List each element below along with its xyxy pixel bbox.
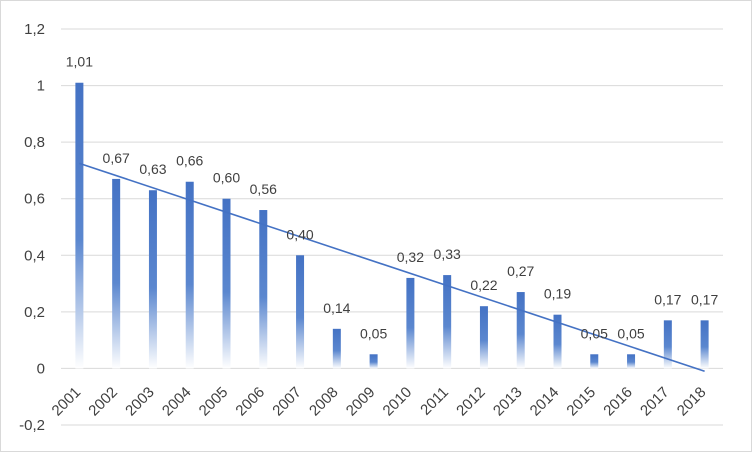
data-label: 0,17 [654, 291, 681, 307]
x-tick-label: 2003 [122, 384, 158, 420]
bar [406, 277, 415, 369]
bar [112, 178, 121, 369]
data-label: 1,01 [66, 54, 93, 70]
y-tick-label: -0,2 [19, 417, 45, 434]
data-label: 0,19 [544, 286, 571, 302]
x-tick-label: 2016 [600, 384, 636, 420]
bar [479, 306, 488, 369]
trendline [79, 162, 705, 373]
bar [332, 328, 341, 369]
bar [259, 210, 268, 369]
bar [443, 275, 452, 369]
data-label: 0,40 [286, 226, 313, 242]
data-label: 0,05 [617, 325, 644, 341]
x-tick-label: 2005 [196, 384, 232, 420]
trendline-group [79, 162, 705, 373]
x-tick-label: 2007 [269, 384, 305, 420]
x-tick-label: 2012 [453, 384, 489, 420]
y-tick-label: 0,6 [24, 191, 45, 208]
bar [516, 292, 525, 369]
bar [296, 255, 305, 369]
x-tick-label: 2018 [674, 384, 710, 420]
data-label: 0,33 [434, 246, 461, 262]
x-tick-label: 2009 [343, 384, 379, 420]
bar [75, 82, 84, 369]
bars [75, 82, 709, 369]
x-tick-label: 2013 [490, 384, 526, 420]
y-tick-label: 1,2 [24, 21, 45, 38]
x-tick-label: 2001 [49, 384, 85, 420]
data-label: 0,27 [507, 263, 534, 279]
data-label: 0,05 [360, 325, 387, 341]
bar [700, 320, 709, 369]
data-label: 0,60 [213, 170, 240, 186]
y-axis: -0,2 0 0,2 0,4 0,6 0,8 1 1,2 [19, 21, 45, 434]
bar [222, 198, 231, 369]
data-label: 0,14 [323, 300, 350, 316]
x-axis: 2001 2002 2003 2004 2005 2006 2007 2008 2009 2010… [49, 384, 710, 420]
data-label: 0,05 [581, 325, 608, 341]
data-label: 0,67 [103, 150, 130, 166]
data-label: 0,66 [176, 153, 203, 169]
gridlines [61, 28, 723, 426]
bar [627, 354, 636, 369]
bar [553, 314, 562, 369]
y-tick-label: 0,4 [24, 247, 45, 264]
x-tick-label: 2008 [306, 384, 342, 420]
y-tick-label: 1 [37, 78, 45, 95]
y-tick-label: 0 [37, 360, 45, 377]
bar [148, 190, 157, 369]
bar [185, 181, 194, 369]
x-tick-label: 2002 [85, 384, 121, 420]
y-tick-label: 0,2 [24, 304, 45, 321]
bar [663, 320, 672, 369]
data-label: 0,17 [691, 291, 718, 307]
x-tick-label: 2004 [159, 384, 195, 420]
x-tick-label: 2010 [380, 384, 416, 420]
x-tick-label: 2015 [563, 384, 599, 420]
y-tick-label: 0,8 [24, 134, 45, 151]
data-label: 0,56 [250, 181, 277, 197]
data-labels: 1,01 0,67 0,63 0,66 0,60 0,56 0,40 0,14 0,05 0,32… [66, 54, 719, 342]
x-tick-label: 2011 [417, 384, 452, 419]
x-tick-label: 2014 [527, 384, 563, 420]
data-label: 0,63 [139, 161, 166, 177]
x-tick-label: 2006 [232, 384, 268, 420]
data-label: 0,32 [397, 249, 424, 265]
data-label: 0,22 [470, 277, 497, 293]
bar [590, 354, 599, 369]
bar [369, 354, 378, 369]
x-tick-label: 2017 [637, 384, 673, 420]
